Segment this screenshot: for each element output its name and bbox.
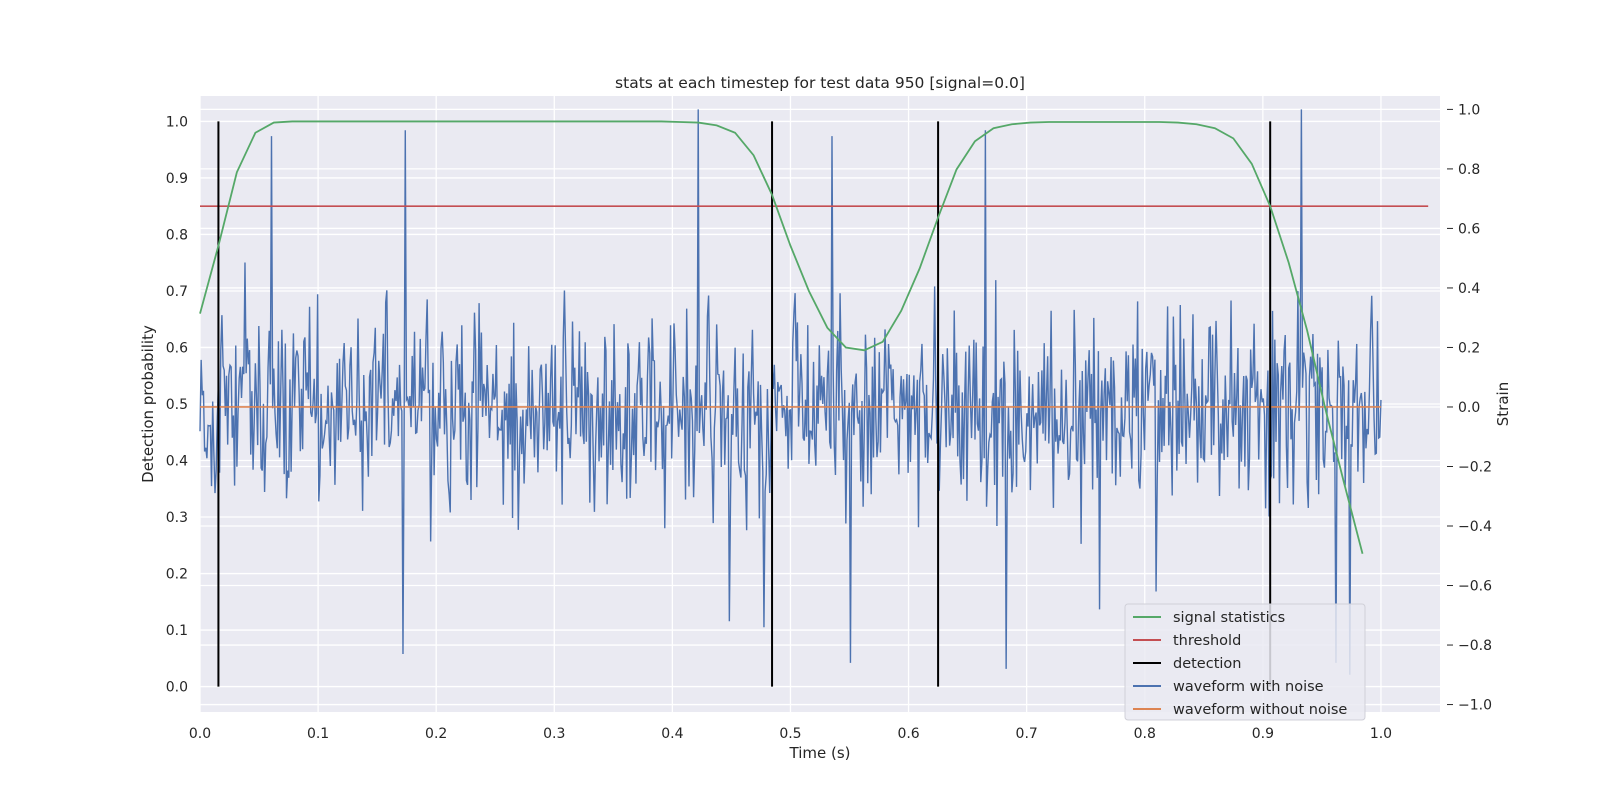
x-tick-label: 0.5 [779, 726, 801, 742]
legend-label-signal-statistics: signal statistics [1173, 610, 1285, 626]
plot-lines [199, 109, 1429, 687]
y-tick-label-right: 0.6 [1458, 221, 1480, 237]
x-tick-label: 1.0 [1370, 726, 1392, 742]
y-tick-label-left: 0.9 [166, 171, 188, 187]
x-tick-label: 0.2 [425, 726, 447, 742]
y-tick-label-right: −0.8 [1458, 638, 1492, 654]
x-axis-label: Time (s) [789, 744, 851, 762]
y-axis-label-right: Strain [1494, 382, 1512, 426]
y-tick-label-left: 0.7 [166, 284, 188, 300]
chart-title: stats at each timestep for test data 950… [615, 74, 1025, 92]
y-tick-label-left: 0.8 [166, 227, 188, 243]
series-signal-statistics [199, 120, 1364, 554]
x-tick-label: 0.7 [1016, 726, 1038, 742]
legend-label-threshold: threshold [1173, 633, 1241, 649]
x-tick-label: 0.0 [189, 726, 211, 742]
axes-ticks: 0.0 0.1 0.2 0.3 0.4 0.5 0.6 0.7 0.8 0.9 1.0 0.0 0.1 0… [166, 102, 1492, 742]
y-tick-label-right: 1.0 [1458, 102, 1480, 118]
x-tick-label: 0.6 [897, 726, 919, 742]
y-tick-label-right: 0.0 [1458, 400, 1480, 416]
x-tick-label: 0.8 [1134, 726, 1156, 742]
y-tick-label-left: 0.4 [166, 454, 188, 470]
x-tick-label: 0.3 [543, 726, 565, 742]
legend-box [1124, 603, 1366, 721]
y-tick-label-left: 0.2 [166, 567, 188, 583]
y-tick-label-right: 0.2 [1458, 340, 1480, 356]
legend-label-detection: detection [1173, 656, 1241, 672]
y-tick-label-right: −0.4 [1458, 519, 1492, 535]
y-tick-label-right: 0.8 [1458, 162, 1480, 178]
y-tick-label-right: −0.6 [1458, 579, 1492, 595]
y-tick-label-right: 0.4 [1458, 281, 1480, 297]
y-tick-label-left: 0.6 [166, 340, 188, 356]
x-tick-label: 0.1 [307, 726, 329, 742]
legend-label-waveform-without-noise: waveform without noise [1173, 702, 1347, 718]
y-tick-label-left: 0.1 [166, 623, 188, 639]
y-tick-label-left: 0.3 [166, 510, 188, 526]
y-tick-label-left: 0.0 [166, 680, 188, 696]
legend-label-waveform-with-noise: waveform with noise [1173, 679, 1324, 695]
y-tick-label-right: −0.2 [1458, 459, 1492, 475]
x-tick-label: 0.9 [1252, 726, 1274, 742]
y-tick-label-left: 0.5 [166, 397, 188, 413]
y-tick-label-right: −1.0 [1458, 698, 1492, 714]
x-tick-label: 0.4 [661, 726, 683, 742]
legend: signal statistics threshold detection wa… [1124, 603, 1366, 721]
series-waveform-with-noise [199, 109, 1382, 675]
y-axis-label-left: Detection probability [139, 325, 157, 483]
y-tick-label-left: 1.0 [166, 114, 188, 130]
